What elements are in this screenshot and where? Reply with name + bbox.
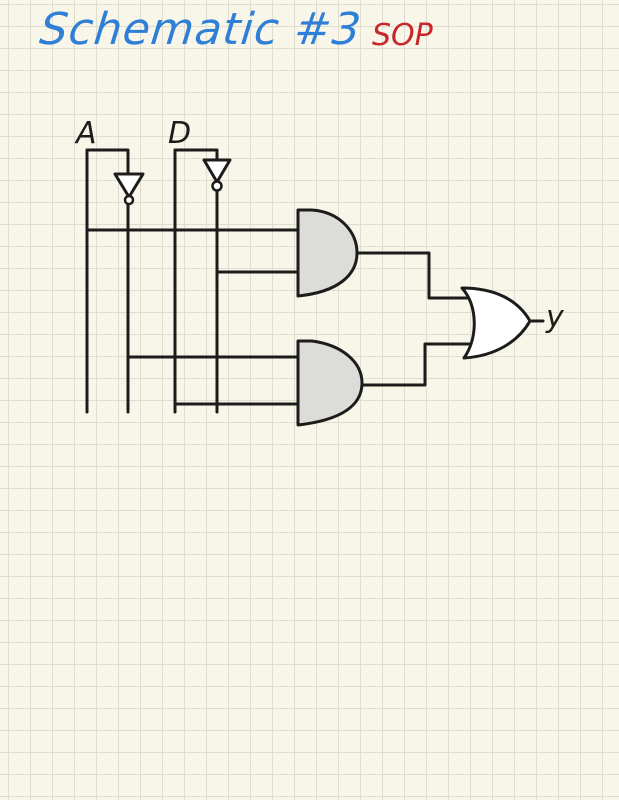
- wire-and1-to-or: [355, 251, 472, 300]
- input-a-wires: [85, 148, 302, 414]
- input-label-a: A: [74, 116, 97, 151]
- and-to-or-wires: [355, 251, 472, 387]
- output-label-y: y: [545, 300, 565, 335]
- not-gate-a: [113, 172, 145, 206]
- and-gate-1: [296, 208, 359, 298]
- and-gate-2: [296, 339, 364, 427]
- not-gate-d: [202, 158, 232, 192]
- not-gate-d-bubble: [211, 180, 223, 192]
- wire-d-to-not: [173, 148, 219, 162]
- input-d-wires: [173, 148, 302, 414]
- and-gate-1-body: [296, 208, 359, 298]
- not-gate-a-bubble: [123, 194, 135, 206]
- not-gate-a-body: [113, 172, 145, 199]
- wire-a-to-not: [85, 148, 130, 176]
- and-gate-2-body: [296, 339, 364, 427]
- input-label-d: D: [168, 116, 191, 151]
- wire-and2-to-or: [360, 342, 472, 387]
- or-gate-body: [460, 286, 532, 360]
- subtitle: SOP: [372, 18, 433, 53]
- or-gate: [460, 286, 532, 360]
- not-gate-d-body: [202, 158, 232, 184]
